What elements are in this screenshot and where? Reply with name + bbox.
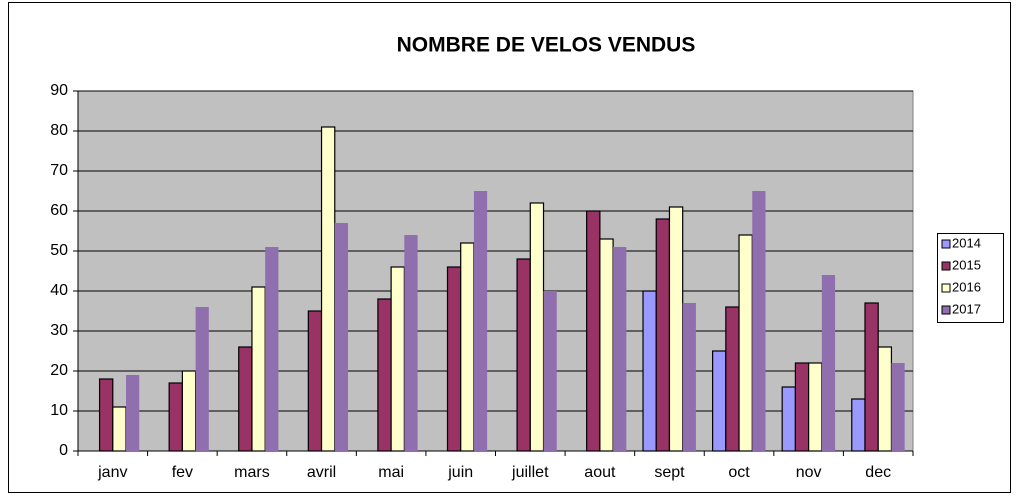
x-tick-label: oct	[728, 464, 750, 481]
bar	[655, 218, 671, 452]
bar	[543, 291, 557, 451]
x-tick-label: nov	[796, 464, 822, 481]
x-tick-label: juin	[447, 464, 473, 481]
bar	[98, 378, 114, 452]
bar	[320, 126, 336, 452]
y-tick-label: 90	[50, 82, 68, 99]
bar	[864, 302, 879, 452]
bar	[821, 275, 836, 451]
x-tick-label: aout	[584, 464, 616, 481]
legend-label: 2017	[952, 301, 981, 316]
bar	[808, 362, 823, 452]
bar	[891, 363, 905, 451]
y-tick-label: 40	[50, 282, 68, 299]
bar	[404, 235, 418, 451]
bar	[377, 298, 392, 452]
legend-label: 2014	[952, 235, 981, 250]
y-tick-label: 10	[50, 402, 68, 419]
y-tick-label: 0	[59, 442, 68, 459]
bar	[390, 266, 405, 452]
bar	[668, 206, 684, 452]
x-tick-label: janv	[97, 464, 127, 481]
bar	[586, 210, 601, 452]
bar	[265, 247, 279, 451]
x-tick-label: fev	[172, 464, 193, 481]
bar	[851, 398, 866, 452]
legend-label: 2015	[952, 257, 981, 272]
bar	[473, 191, 488, 451]
y-tick-label: 60	[50, 202, 68, 219]
x-tick-label: avril	[307, 464, 336, 481]
legend-swatch	[941, 239, 951, 249]
bar	[711, 350, 727, 452]
y-tick-label: 20	[50, 362, 68, 379]
bar	[613, 247, 627, 451]
x-tick-label: mars	[234, 464, 270, 481]
bar	[460, 242, 475, 452]
y-tick-label: 50	[50, 242, 68, 259]
legend-swatch	[941, 261, 951, 271]
bar	[781, 386, 797, 452]
x-tick-label: juillet	[511, 464, 549, 481]
x-tick-label: mai	[378, 464, 404, 481]
bar	[238, 346, 253, 452]
x-tick-label: sept	[654, 464, 685, 481]
legend-swatch	[941, 283, 951, 293]
bar	[682, 303, 696, 451]
bar	[181, 370, 197, 452]
legend-label: 2016	[952, 279, 981, 294]
bar	[599, 238, 614, 452]
bar	[725, 306, 740, 452]
bar	[307, 310, 323, 452]
y-tick-label: 80	[50, 122, 68, 139]
y-tick-label: 30	[50, 322, 68, 339]
bar	[738, 234, 753, 452]
bar	[446, 266, 462, 452]
bar	[334, 223, 348, 451]
x-tick-label: dec	[865, 464, 891, 481]
bar	[251, 286, 266, 452]
legend-swatch	[941, 305, 951, 315]
chart-title: NOMBRE DE VELOS VENDUS	[397, 34, 696, 57]
bar	[752, 191, 766, 451]
bar	[168, 382, 183, 452]
bar	[195, 307, 209, 451]
bar	[529, 202, 545, 452]
y-tick-label: 70	[50, 162, 68, 179]
bar	[516, 258, 531, 452]
bar	[877, 346, 893, 452]
plot-area	[77, 90, 914, 452]
bar	[126, 375, 140, 451]
bar	[112, 406, 127, 452]
bar	[794, 362, 810, 452]
bar	[642, 290, 657, 452]
